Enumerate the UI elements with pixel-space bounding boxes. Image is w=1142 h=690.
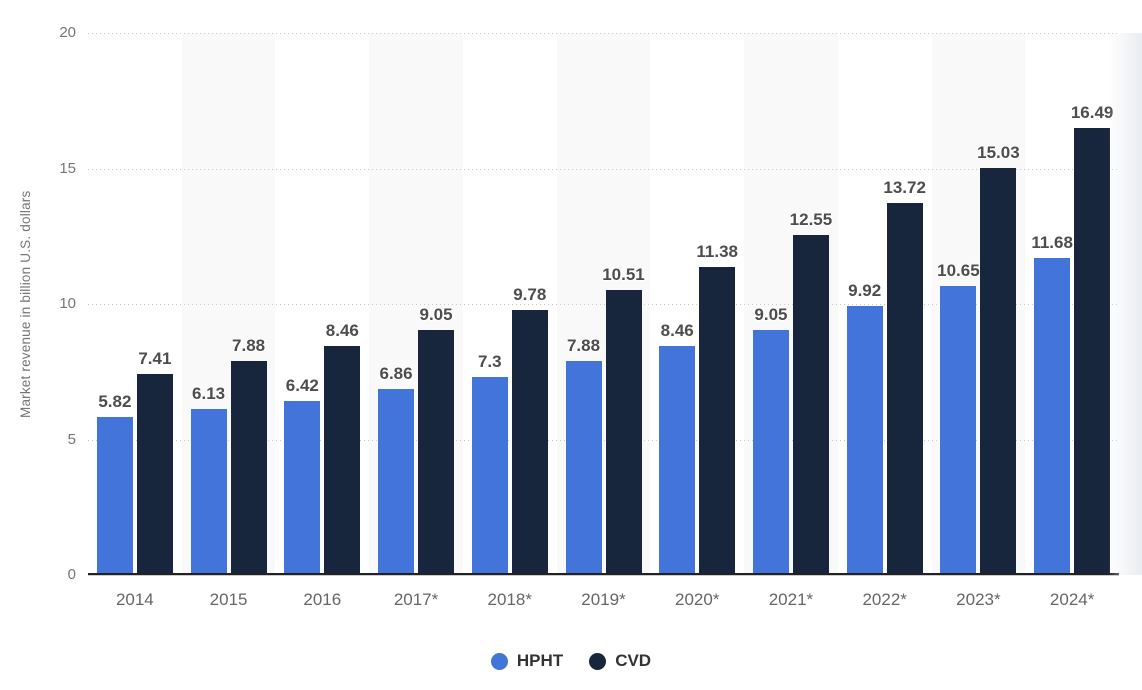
bar-value-label: 12.55 bbox=[789, 209, 833, 229]
x-axis-label-2016: 2016 bbox=[303, 590, 342, 609]
cvd-legend-dot bbox=[589, 652, 607, 670]
bar-value-label: 10.51 bbox=[602, 265, 645, 285]
bar-value-label: 8.46 bbox=[325, 320, 359, 340]
y-axis-tick-label: 20 bbox=[59, 24, 76, 41]
bar-cvd-2014[interactable] bbox=[136, 374, 173, 575]
bar-cvd-2018[interactable] bbox=[511, 309, 548, 575]
legend-item-hpht[interactable]: HPHT bbox=[490, 651, 564, 671]
x-axis-line-shadow bbox=[88, 575, 1119, 576]
gridline-15 bbox=[88, 168, 1119, 170]
bar-value-label: 7.88 bbox=[566, 336, 601, 356]
x-axis-label-2020: 2020* bbox=[675, 590, 720, 609]
bar-value-label: 9.92 bbox=[848, 281, 882, 301]
x-axis-label-2018: 2018* bbox=[487, 590, 532, 609]
gridline-20 bbox=[88, 33, 1119, 34]
bar-hpht-2018[interactable] bbox=[471, 377, 508, 575]
bar-value-label: 9.05 bbox=[419, 304, 453, 324]
bar-value-label: 6.42 bbox=[285, 376, 319, 396]
x-axis-label-2015: 2015 bbox=[209, 590, 248, 609]
bar-value-label: 15.03 bbox=[977, 142, 1020, 162]
bar-value-label: 5.82 bbox=[98, 392, 132, 412]
bar-hpht-2016[interactable] bbox=[284, 401, 321, 575]
y-axis-tick-label: 15 bbox=[59, 159, 76, 177]
x-axis-label-2021: 2021* bbox=[768, 590, 814, 609]
y-axis-tick-label: 0 bbox=[67, 566, 76, 583]
bar-value-label: 7.3 bbox=[477, 352, 502, 372]
bar-value-label: 6.13 bbox=[192, 383, 226, 403]
bar-hpht-2017[interactable] bbox=[378, 389, 415, 575]
bar-value-label: 8.46 bbox=[660, 320, 694, 340]
y-axis-tick-label: 10 bbox=[59, 295, 76, 312]
bar-value-label: 11.68 bbox=[1031, 233, 1073, 253]
bar-cvd-2020[interactable] bbox=[699, 266, 736, 575]
x-axis-line bbox=[88, 573, 1119, 575]
x-axis-label-2019: 2019* bbox=[581, 590, 626, 609]
bar-value-label: 9.78 bbox=[513, 284, 547, 304]
bar-hpht-2021[interactable] bbox=[752, 329, 789, 575]
bar-value-label: 6.86 bbox=[379, 364, 413, 384]
hpht-legend-dot bbox=[490, 652, 508, 670]
bar-hpht-2023[interactable] bbox=[940, 286, 977, 575]
bar-hpht-2024[interactable] bbox=[1034, 258, 1071, 575]
y-axis-tick-label: 5 bbox=[67, 430, 76, 448]
bar-value-label: 16.49 bbox=[1070, 103, 1114, 123]
bar-cvd-2023[interactable] bbox=[980, 167, 1017, 575]
x-axis-label-2024: 2024* bbox=[1049, 590, 1095, 609]
plot-area: 5.82 6.13 6.42 6.86 7.3 7.88 8.46 9.05 9.92 10.65… bbox=[88, 33, 1119, 575]
bar-hpht-2019[interactable] bbox=[565, 361, 602, 575]
legend-label: CVD bbox=[615, 651, 652, 670]
gridline-5 bbox=[88, 439, 1119, 441]
bar-value-label: 9.05 bbox=[754, 304, 788, 324]
gridline-10 bbox=[88, 304, 1119, 305]
bar-cvd-2024[interactable] bbox=[1074, 128, 1111, 575]
bar-hpht-2015[interactable] bbox=[190, 408, 227, 575]
bar-value-label: 13.72 bbox=[883, 178, 926, 198]
bar-cvd-2021[interactable] bbox=[792, 234, 829, 575]
legend-label: HPHT bbox=[516, 651, 564, 670]
x-axis-label-2017: 2017* bbox=[393, 590, 439, 609]
bar-value-label: 11.38 bbox=[696, 241, 739, 261]
bar-value-label: 7.88 bbox=[232, 336, 266, 356]
bar-hpht-2022[interactable] bbox=[846, 306, 883, 575]
bar-cvd-2017[interactable] bbox=[418, 329, 455, 575]
x-axis-label-2014: 2014 bbox=[115, 590, 154, 609]
legend: HPHT CVD bbox=[0, 651, 1142, 671]
x-axis-label-2023: 2023* bbox=[956, 590, 1001, 609]
bar-cvd-2022[interactable] bbox=[886, 203, 923, 575]
bar-value-label: 10.65 bbox=[937, 261, 980, 281]
bar-value-label: 7.41 bbox=[138, 349, 172, 369]
legend-item-cvd[interactable]: CVD bbox=[589, 651, 651, 671]
bar-cvd-2016[interactable] bbox=[324, 345, 361, 575]
x-axis-label-2022: 2022* bbox=[862, 590, 907, 609]
bar-cvd-2019[interactable] bbox=[605, 290, 642, 575]
bar-cvd-2015[interactable] bbox=[230, 361, 267, 575]
bar-hpht-2014[interactable] bbox=[96, 417, 133, 575]
y-axis-title: Market revenue in billion U.S. dollars bbox=[18, 190, 33, 418]
bar-hpht-2020[interactable] bbox=[659, 345, 696, 575]
